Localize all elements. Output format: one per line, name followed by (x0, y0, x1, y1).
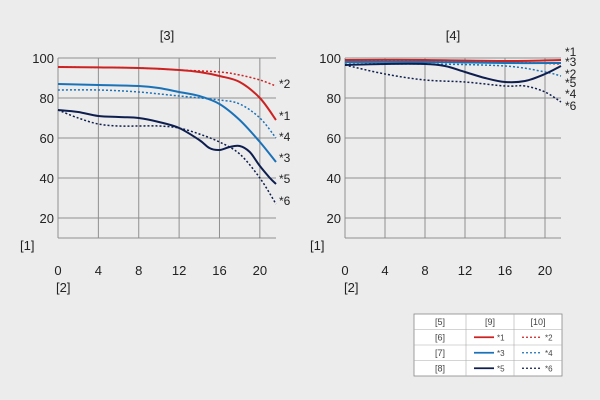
series-line-n4 (344, 63, 562, 77)
series-line-n2 (57, 66, 277, 87)
chart-panel-left: [3] [1] [2] 0 4 8 12 16 20 20 40 60 80 100 *1 *2 *3 *4… (20, 28, 291, 295)
series-label-n6: *6 (279, 194, 291, 208)
legend-table: [5] [9] [10] [6] *1 *2 [7] *3 *4 [8] *5 *6 (413, 313, 563, 377)
x-tick-label: 4 (381, 263, 388, 278)
y-tick-label: 20 (40, 211, 54, 226)
series-line-n5 (344, 62, 562, 84)
x-tick-label: 16 (212, 263, 226, 278)
series-line-n3 (344, 60, 562, 65)
legend-dotted-label: *4 (545, 349, 553, 358)
series-line-n5 (57, 109, 277, 185)
y-axis-label-left: [1] (20, 238, 34, 253)
chart-panel-right: [4] [1] [2] 0 4 8 12 16 20 20 40 60 80 100 *1 *2*3 *4… (310, 28, 577, 295)
series-label-n2: *2 (279, 77, 291, 91)
panel-title-left: [3] (160, 28, 174, 43)
y-tick-label: 40 (327, 171, 341, 186)
x-tick-label: 0 (54, 263, 61, 278)
series-label-n4: *4 (565, 87, 577, 101)
series-label-n1: *1 (565, 45, 577, 59)
x-tick-label: 8 (135, 263, 142, 278)
y-tick-label: 100 (32, 51, 54, 66)
legend-row-label: [7] (435, 348, 445, 358)
y-tick-label: 20 (327, 211, 341, 226)
x-axis-label-left: [2] (56, 280, 70, 295)
series-label-n4: *4 (279, 130, 291, 144)
legend-header: [5] (435, 317, 445, 327)
x-axis-label-right: [2] (344, 280, 358, 295)
legend-header: [9] (485, 317, 495, 327)
legend-row-label: [6] (435, 332, 445, 342)
y-tick-label: 100 (319, 51, 341, 66)
legend-solid-label: *1 (497, 333, 505, 342)
series-label-n3: *3 (565, 55, 577, 69)
series-line-n2 (344, 59, 562, 65)
y-axis-label-right: [1] (310, 238, 324, 253)
series-line-n6 (344, 64, 562, 103)
series-label-n1: *1 (279, 109, 291, 123)
y-tick-label: 40 (40, 171, 54, 186)
x-tick-label: 20 (538, 263, 552, 278)
series-line-n6 (57, 109, 277, 205)
series-label-n5: *5 (279, 172, 291, 186)
series-label-n6: *6 (565, 99, 577, 113)
x-tick-label: 20 (253, 263, 267, 278)
y-tick-label: 80 (40, 91, 54, 106)
legend-row-label: [8] (435, 363, 445, 373)
y-tick-label: 80 (327, 91, 341, 106)
y-tick-label: 60 (327, 131, 341, 146)
series-line-n3 (57, 83, 277, 163)
series-label-n2: *2 (565, 67, 577, 81)
y-tick-label: 60 (40, 131, 54, 146)
x-tick-label: 12 (172, 263, 186, 278)
panel-title-right: [4] (446, 28, 460, 43)
series-label-n3: *3 (279, 151, 291, 165)
x-tick-label: 12 (458, 263, 472, 278)
legend-solid-label: *3 (497, 349, 505, 358)
legend-solid-label: *5 (497, 364, 505, 373)
x-tick-label: 4 (95, 263, 102, 278)
x-tick-label: 8 (421, 263, 428, 278)
series-line-n4 (57, 89, 277, 139)
x-tick-label: 0 (341, 263, 348, 278)
x-tick-label: 16 (498, 263, 512, 278)
series-line-n1 (57, 66, 277, 121)
legend-dotted-label: *6 (545, 364, 553, 373)
legend-header: [10] (530, 317, 545, 327)
legend-dotted-label: *2 (545, 333, 553, 342)
series-label-n5: *5 (565, 76, 577, 90)
